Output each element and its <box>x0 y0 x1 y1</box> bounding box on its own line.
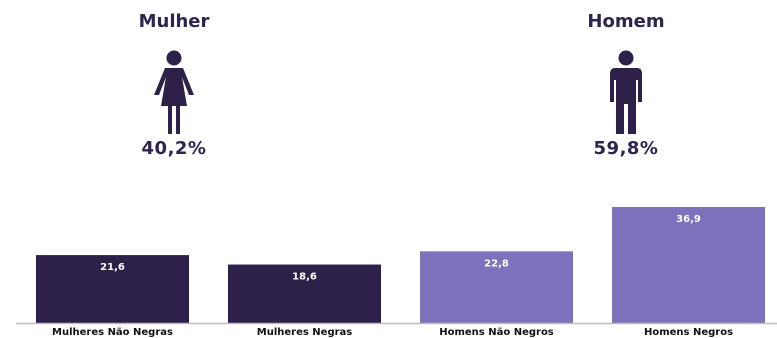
bar-1 <box>36 255 189 323</box>
woman-icon <box>154 50 194 134</box>
male-summary: Homem 59,8% <box>546 10 706 159</box>
bar-2 <box>228 264 381 323</box>
male-percentage: 59,8% <box>593 138 659 159</box>
bar-3 <box>420 251 573 323</box>
female-label: Mulher <box>138 11 210 32</box>
category-label-3: Homens Não Negros <box>439 327 554 338</box>
category-label-1: Mulheres Não Negras <box>52 327 173 338</box>
female-summary: Mulher 40,2% <box>94 10 254 159</box>
male-label: Homem <box>587 11 665 32</box>
category-label-2: Mulheres Negras <box>257 327 353 338</box>
man-icon <box>610 50 642 134</box>
bar-value-label-3: 22,8 <box>484 258 509 269</box>
bar-4 <box>612 207 765 323</box>
bar-value-label-4: 36,9 <box>676 214 701 225</box>
bar-value-label-2: 18,6 <box>292 272 317 283</box>
category-label-4: Homens Negros <box>644 327 733 338</box>
female-percentage: 40,2% <box>141 138 207 159</box>
bar-value-label-1: 21,6 <box>100 262 125 273</box>
